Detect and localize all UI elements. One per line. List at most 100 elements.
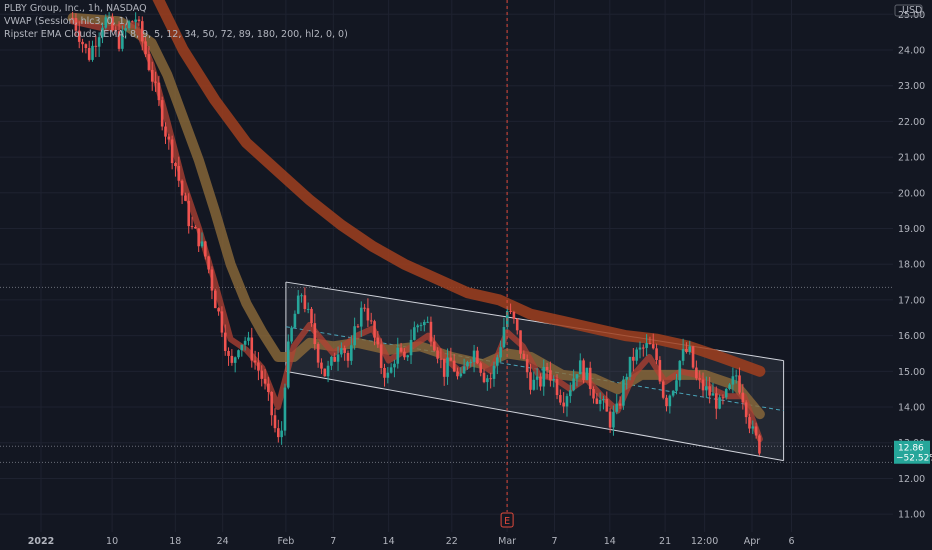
candle-body xyxy=(263,378,267,384)
candle-body xyxy=(227,350,230,356)
time-tick-label: 6 xyxy=(788,536,794,547)
candle-body xyxy=(525,359,529,373)
time-tick-label: 14 xyxy=(604,536,616,547)
candle-body xyxy=(462,366,466,374)
markers: E xyxy=(500,0,514,528)
candle-body xyxy=(366,308,370,321)
candle-body xyxy=(296,295,300,314)
candle-body xyxy=(734,375,738,377)
candle-body xyxy=(359,307,363,327)
candle-body xyxy=(174,163,177,167)
candle-body xyxy=(316,344,320,363)
time-axis[interactable]: 2022 10 18 24 Feb 7 14 22 Mar 7 14 21 12:00 Apr 6 xyxy=(28,536,795,547)
candle-body xyxy=(230,355,234,363)
candle-body xyxy=(535,376,539,380)
candle-body xyxy=(545,366,549,371)
candle-body xyxy=(612,411,615,428)
candle-body xyxy=(124,28,127,31)
candle-body xyxy=(705,386,708,391)
candle-body xyxy=(578,360,582,375)
price-tick-label: 16.00 xyxy=(898,331,925,342)
candle-body xyxy=(685,348,688,353)
legend-vwap[interactable]: VWAP (Session, hlc3, 0, 1) xyxy=(4,16,129,27)
price-axis[interactable]: 11.0012.0013.0014.0015.0016.0017.0018.00… xyxy=(894,4,932,521)
candle-body xyxy=(442,358,446,377)
candle-body xyxy=(150,69,154,82)
candle-body xyxy=(111,16,114,31)
time-tick-label: 2022 xyxy=(28,536,54,547)
candle-body xyxy=(330,356,333,366)
price-tick-label: 17.00 xyxy=(898,295,925,306)
candle-body xyxy=(167,136,171,140)
candle-body xyxy=(177,166,181,181)
candle-body xyxy=(290,327,293,342)
candle-body xyxy=(748,417,751,429)
candle-body xyxy=(270,392,273,416)
candle-body xyxy=(260,370,264,379)
candle-body xyxy=(164,126,167,137)
candles xyxy=(71,11,761,456)
candle-body xyxy=(539,376,542,387)
candle-body xyxy=(313,323,317,345)
price-tick-label: 20.00 xyxy=(898,188,925,199)
time-tick-label: 10 xyxy=(106,536,118,547)
legend-ema-clouds[interactable]: Ripster EMA Clouds (EMA, 8, 9, 5, 12, 34… xyxy=(4,29,348,40)
candle-body xyxy=(432,341,436,351)
candle-body xyxy=(187,200,191,227)
candle-body xyxy=(157,82,161,101)
candle-body xyxy=(87,48,91,60)
last-price-change: −52.52% xyxy=(896,454,932,464)
candle-body xyxy=(160,100,164,127)
candle-body xyxy=(101,27,104,38)
candle-body xyxy=(210,269,214,291)
grid xyxy=(0,0,893,532)
candle-body xyxy=(459,373,463,377)
time-tick-label: Mar xyxy=(498,536,516,547)
candle-body xyxy=(608,411,612,428)
candle-body xyxy=(708,386,711,396)
last-price-value: 12.86 xyxy=(898,444,924,454)
time-tick-label: 14 xyxy=(383,536,395,547)
candle-body xyxy=(207,256,210,270)
time-tick-label: Feb xyxy=(277,536,294,547)
candle-body xyxy=(190,226,194,228)
time-tick-label: Apr xyxy=(744,536,761,547)
candle-body xyxy=(353,326,356,346)
candle-body xyxy=(701,379,705,391)
candle-body xyxy=(572,378,575,391)
candle-body xyxy=(220,311,224,333)
candle-body xyxy=(137,19,141,22)
candle-body xyxy=(71,17,74,19)
candle-body xyxy=(117,31,121,49)
candle-body xyxy=(671,390,675,396)
candle-body xyxy=(413,327,416,340)
candle-body xyxy=(592,389,595,399)
candle-body xyxy=(104,17,108,28)
candle-body xyxy=(247,337,250,341)
candle-body xyxy=(472,350,476,363)
candle-body xyxy=(386,372,390,378)
candle-body xyxy=(154,81,157,83)
candle-body xyxy=(638,347,642,350)
candle-body xyxy=(356,326,360,328)
candle-body xyxy=(280,430,283,438)
candle-body xyxy=(439,358,443,360)
time-tick-label: 22 xyxy=(446,536,458,547)
legend-symbol[interactable]: PLBY Group, Inc., 1h, NASDAQ xyxy=(4,3,147,14)
candle-body xyxy=(628,356,632,377)
candle-body xyxy=(147,54,151,70)
candle-body xyxy=(303,295,307,309)
candle-body xyxy=(91,45,94,60)
candle-body xyxy=(559,395,562,403)
candle-body xyxy=(625,376,629,380)
candle-body xyxy=(127,21,131,29)
time-tick-label: 7 xyxy=(330,536,336,547)
candle-body xyxy=(618,403,622,406)
candle-body xyxy=(233,357,237,363)
candle-body xyxy=(194,226,197,229)
candle-body xyxy=(267,383,270,393)
candle-body xyxy=(340,348,343,355)
candle-body xyxy=(711,393,715,396)
candle-body xyxy=(346,352,350,361)
